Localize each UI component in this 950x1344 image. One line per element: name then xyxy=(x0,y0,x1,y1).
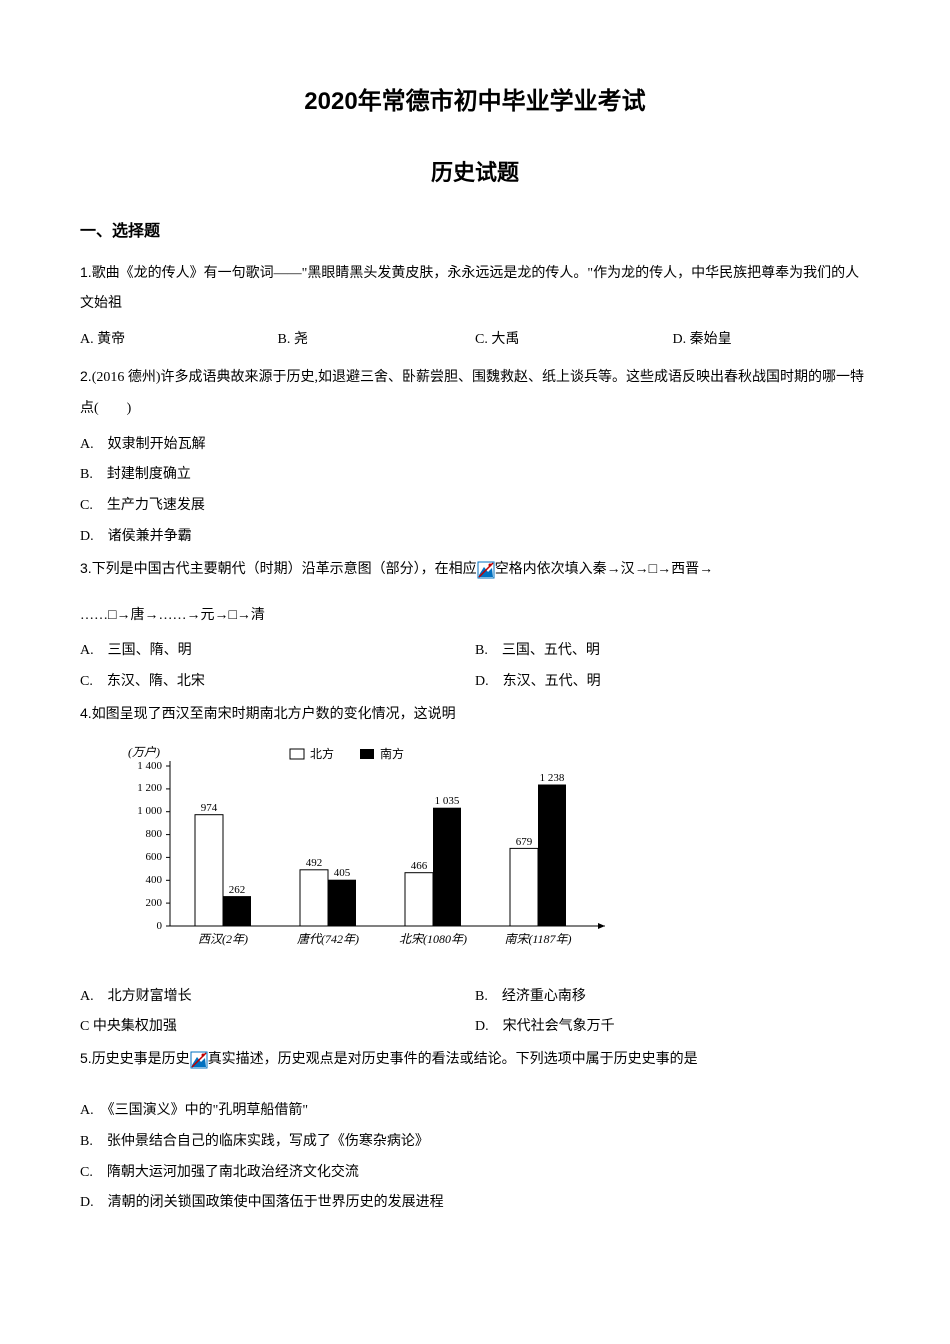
svg-text:800: 800 xyxy=(146,828,163,840)
q1-text: 歌曲《龙的传人》有一句歌词——"黑眼睛黑头发黄皮肤，永永远远是龙的传人。"作为龙… xyxy=(80,266,859,312)
q1-option-b: B. 尧 xyxy=(278,325,476,356)
q4-option-c: C 中央集权加强 xyxy=(80,1012,475,1043)
q2-option-a: A. 奴隶制开始瓦解 xyxy=(80,430,870,461)
q3-number: 3. xyxy=(80,560,92,576)
val-south-1: 262 xyxy=(229,884,246,896)
legend-north-label: 北方 xyxy=(310,746,334,761)
q5-text-before: 历史史事是历史 xyxy=(92,1052,190,1067)
val-south-4: 1 238 xyxy=(540,772,565,784)
q3-option-a: A. 三国、隋、明 xyxy=(80,636,475,667)
legend-south-swatch xyxy=(360,749,374,759)
bar-south-1 xyxy=(223,896,251,926)
sub-title: 历史试题 xyxy=(80,153,870,193)
q4-chart: (万户) 北方 南方 0 200 400 600 800 1 000 1 200… xyxy=(100,741,870,972)
q4-option-b: B. 经济重心南移 xyxy=(475,982,870,1013)
q2-number: 2. xyxy=(80,368,92,384)
q5-option-d: D. 清朝的闭关锁国政策使中国落伍于世界历史的发展进程 xyxy=(80,1188,870,1219)
q4-option-d: D. 宋代社会气象万千 xyxy=(475,1012,870,1043)
cat-2: 唐代(742年) xyxy=(297,932,359,946)
q5-number: 5. xyxy=(80,1050,92,1066)
q5-text-after: 真实描述，历史观点是对历史事件的看法或结论。下列选项中属于历史史事的是 xyxy=(208,1052,698,1067)
q4-options-row2: C 中央集权加强 D. 宋代社会气象万千 xyxy=(80,1012,870,1043)
svg-text:400: 400 xyxy=(146,874,163,886)
bar-north-4 xyxy=(510,848,538,926)
q2-option-b: B. 封建制度确立 xyxy=(80,460,870,491)
bar-north-3 xyxy=(405,872,433,925)
x-axis-arrow xyxy=(598,923,605,929)
question-3: 3.下列是中国古代主要朝代（时期）沿革示意图（部分），在相应 空格内依次填入秦→汉… xyxy=(80,553,870,586)
svg-text:1 200: 1 200 xyxy=(137,782,162,794)
bar-south-4 xyxy=(538,784,566,926)
q3-line2: ……□→唐→……→元→□→清 xyxy=(80,601,870,632)
q4-options-row1: A. 北方财富增长 B. 经济重心南移 xyxy=(80,982,870,1013)
q5-option-c: C. 隋朝大运河加强了南北政治经济文化交流 xyxy=(80,1158,870,1189)
question-1: 1.歌曲《龙的传人》有一句歌词——"黑眼睛黑头发黄皮肤，永永远远是龙的传人。"作… xyxy=(80,257,870,321)
q3-options-row2: C. 东汉、隋、北宋 D. 东汉、五代、明 xyxy=(80,667,870,698)
val-north-3: 466 xyxy=(411,860,428,872)
q1-number: 1. xyxy=(80,264,92,280)
q3-option-c: C. 东汉、隋、北宋 xyxy=(80,667,475,698)
q4-text: 如图呈现了西汉至南宋时期南北方户数的变化情况，这说明 xyxy=(92,707,456,722)
val-north-4: 679 xyxy=(516,836,533,848)
bar-south-2 xyxy=(328,879,356,925)
q3-options-row1: A. 三国、隋、明 B. 三国、五代、明 xyxy=(80,636,870,667)
q3-text-before: 下列是中国古代主要朝代（时期）沿革示意图（部分），在相应 xyxy=(92,562,477,577)
cat-3: 北宋(1080年) xyxy=(399,932,467,946)
q2-option-c: C. 生产力飞速发展 xyxy=(80,491,870,522)
q3-option-b: B. 三国、五代、明 xyxy=(475,636,870,667)
q3-option-d: D. 东汉、五代、明 xyxy=(475,667,870,698)
q4-number: 4. xyxy=(80,705,92,721)
val-south-3: 1 035 xyxy=(435,795,460,807)
legend-north-swatch xyxy=(290,749,304,759)
q1-option-c: C. 大禹 xyxy=(475,325,673,356)
image-placeholder-icon xyxy=(190,1051,208,1069)
question-2: 2.(2016 德州)许多成语典故来源于历史,如退避三舍、卧薪尝胆、围魏救赵、纸… xyxy=(80,361,870,425)
q4-option-a: A. 北方财富增长 xyxy=(80,982,475,1013)
question-5: 5.历史史事是历史 真实描述，历史观点是对历史事件的看法或结论。下列选项中属于历史… xyxy=(80,1043,870,1076)
question-4: 4.如图呈现了西汉至南宋时期南北方户数的变化情况，这说明 xyxy=(80,698,870,731)
cat-4: 南宋(1187年) xyxy=(504,932,571,946)
q3-text-after: 空格内依次填入秦→汉→□→西晋→ xyxy=(495,562,713,577)
main-title: 2020年常德市初中毕业学业考试 xyxy=(80,80,870,123)
q2-option-d: D. 诸侯兼并争霸 xyxy=(80,522,870,553)
image-placeholder-icon xyxy=(477,561,495,579)
bar-chart-svg: (万户) 北方 南方 0 200 400 600 800 1 000 1 200… xyxy=(100,741,620,961)
svg-text:1 000: 1 000 xyxy=(137,805,162,817)
q5-option-b: B. 张仲景结合自己的临床实践，写成了《伤寒杂病论》 xyxy=(80,1127,870,1158)
val-north-2: 492 xyxy=(306,857,323,869)
bar-south-3 xyxy=(433,807,461,925)
q1-options: A. 黄帝 B. 尧 C. 大禹 D. 秦始皇 xyxy=(80,325,870,356)
bar-north-2 xyxy=(300,870,328,926)
q1-option-a: A. 黄帝 xyxy=(80,325,278,356)
q2-text: (2016 德州)许多成语典故来源于历史,如退避三舍、卧薪尝胆、围魏救赵、纸上谈… xyxy=(80,370,864,416)
val-north-1: 974 xyxy=(201,802,218,814)
svg-text:600: 600 xyxy=(146,851,163,863)
cat-1: 西汉(2年) xyxy=(198,932,248,946)
val-south-2: 405 xyxy=(334,867,351,879)
q1-option-d: D. 秦始皇 xyxy=(673,325,871,356)
section-heading: 一、选择题 xyxy=(80,218,870,247)
svg-text:0: 0 xyxy=(157,920,163,932)
q5-option-a: A. 《三国演义》中的"孔明草船借箭" xyxy=(80,1096,870,1127)
bar-north-1 xyxy=(195,814,223,925)
y-ticks: 0 200 400 600 800 1 000 1 200 1 400 xyxy=(137,760,170,932)
svg-text:1 400: 1 400 xyxy=(137,760,162,772)
legend-south-label: 南方 xyxy=(380,746,404,761)
y-axis-unit: (万户) xyxy=(128,745,160,759)
svg-text:200: 200 xyxy=(146,897,163,909)
